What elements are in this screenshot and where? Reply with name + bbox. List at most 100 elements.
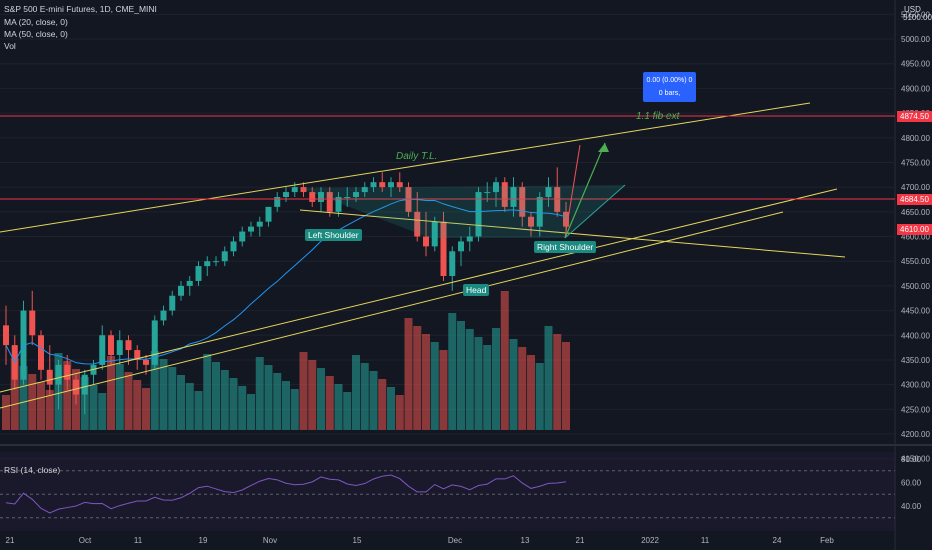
volume-bar (45, 390, 54, 430)
ma20-line (5, 198, 567, 365)
rsi-background (0, 452, 895, 531)
time-tick-label: 24 (773, 536, 782, 545)
candle-body (484, 192, 491, 194)
volume-bar (439, 350, 448, 430)
volume-bar (150, 351, 159, 430)
volume-bar (334, 384, 343, 430)
last-price-tag: 4684.50 (897, 194, 932, 205)
upper-hline-price-tag: 4874.50 (897, 111, 932, 122)
volume-bar (273, 373, 282, 430)
candle-body (396, 182, 403, 188)
volume-bar (255, 357, 264, 430)
time-tick-label: 15 (353, 536, 362, 545)
rsi-line (5, 474, 567, 514)
ma50-legend[interactable]: MA (50, close, 0) (4, 29, 68, 39)
volume-bar (483, 345, 492, 430)
candle-body (300, 187, 307, 193)
candle-body (116, 340, 123, 355)
rsi-pane: 80.00 60.00 40.00 (0, 455, 922, 519)
rsi-legend[interactable]: RSI (14, close) (4, 465, 61, 475)
price-tick-label: 4250.00 (901, 405, 930, 414)
symbol-title: S&P 500 E-mini Futures, 1D, CME_MINI (4, 4, 157, 14)
time-tick-label: 11 (134, 536, 143, 545)
rsi-tick-label: 80.00 (901, 455, 922, 464)
volume-bar (387, 387, 395, 430)
price-tick-label: 4700.00 (901, 183, 930, 192)
price-tick-label: 4300.00 (901, 381, 930, 390)
volume-bar (63, 361, 72, 430)
candle-body (309, 192, 316, 202)
projection-arrow-1 (564, 144, 581, 239)
volume-bar (142, 388, 150, 430)
time-tick-label: 21 (6, 536, 15, 545)
volume-bar (352, 355, 360, 430)
candle-body (256, 221, 263, 227)
time-tick-label: 21 (576, 536, 585, 545)
projection-arrow-2 (564, 142, 606, 239)
price-tick-label: 4550.00 (901, 257, 930, 266)
lower-channel-line-1 (0, 188, 838, 393)
candle-body (55, 364, 62, 385)
volume-bar (343, 392, 352, 430)
price-tick-label: 4750.00 (901, 158, 930, 167)
volume-bar (89, 385, 98, 430)
candle-body (108, 335, 114, 355)
infobox-line1: 0.00 (0.00%) 0 (646, 77, 693, 84)
fib-extension-label[interactable]: 1.1 fib ext (636, 111, 680, 122)
candle-body (344, 197, 351, 198)
volume-bar (413, 326, 422, 430)
volume-bar (124, 372, 133, 430)
vol-legend[interactable]: Vol (4, 41, 16, 51)
volume-bar (28, 374, 37, 430)
volume-bar (395, 395, 404, 430)
candle-body (195, 266, 202, 281)
candle-body (501, 182, 508, 207)
price-tick-label: 4650.00 (901, 208, 930, 217)
volume-bar (474, 337, 483, 430)
candle-body (29, 310, 36, 336)
candle-body (125, 340, 132, 351)
price-tick-label: 4500.00 (901, 282, 930, 291)
candle-body (458, 241, 464, 252)
price-tick-label: 4400.00 (901, 331, 930, 340)
volume-bar (553, 334, 562, 430)
daily-trendline-label[interactable]: Daily T.L. (396, 151, 438, 162)
price-tick-label: 4200.00 (901, 430, 930, 439)
candle-body (361, 187, 368, 193)
candle-body (265, 206, 272, 222)
candle-body (239, 231, 246, 242)
volume-bar (2, 395, 10, 430)
volume-bar (457, 321, 465, 430)
head-label[interactable]: Head (463, 284, 490, 296)
volume-bars (2, 291, 570, 430)
candle-body (204, 261, 211, 267)
time-tick-label: 19 (199, 536, 208, 545)
price-tick-label: 5050.00 (901, 10, 930, 19)
volume-bar (290, 389, 299, 430)
price-tick-label: 4800.00 (901, 134, 930, 143)
candle-body (81, 374, 88, 395)
candle-body (493, 182, 499, 193)
time-tick-label: 11 (701, 536, 710, 545)
candle-body (99, 335, 106, 365)
right-shoulder-label[interactable]: Right Shoulder (534, 241, 597, 253)
volume-bar (500, 291, 509, 430)
candle-body (73, 379, 79, 395)
measure-infobox[interactable]: 0.00 (0.00%) 0 0 bars, (643, 72, 696, 102)
candle-body (370, 182, 377, 188)
price-tick-label: 4350.00 (901, 356, 930, 365)
top-price-tick: 5100.00 (903, 13, 932, 22)
candle-body (213, 261, 219, 263)
volume-bar (369, 371, 378, 430)
candle-body (335, 197, 342, 212)
volume-bar (177, 375, 185, 430)
projection-line (564, 184, 626, 239)
ma20-legend[interactable]: MA (20, close, 0) (4, 17, 68, 27)
candle-body (291, 187, 298, 193)
candle-body (134, 350, 141, 360)
volume-bar (492, 328, 500, 430)
left-shoulder-label[interactable]: Left Shoulder (305, 229, 362, 241)
volume-bar (282, 381, 290, 430)
candle-body (274, 197, 281, 207)
